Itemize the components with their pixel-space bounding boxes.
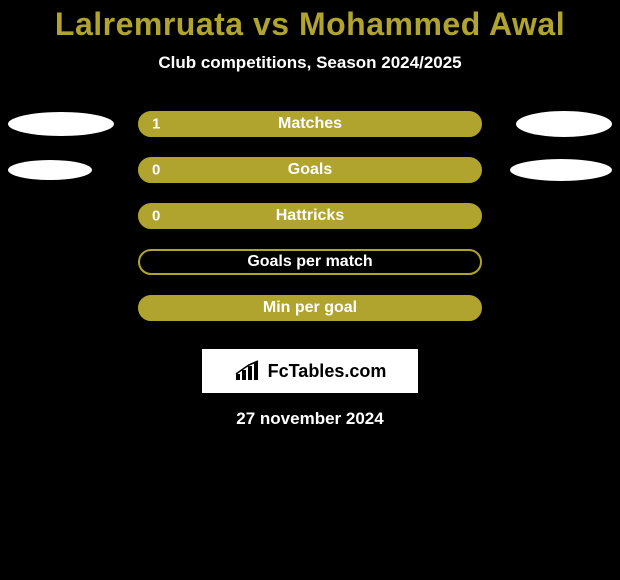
stat-row-min-per-goal: Min per goal — [0, 285, 620, 331]
left-ellipse-slot — [0, 160, 138, 180]
ellipse-left-icon — [8, 160, 92, 180]
stat-value-left: 0 — [152, 208, 160, 225]
right-ellipse-slot — [482, 159, 620, 181]
stat-bar: 1 Matches — [138, 111, 482, 137]
subtitle: Club competitions, Season 2024/2025 — [0, 53, 620, 73]
stat-bar: 0 Goals — [138, 157, 482, 183]
stat-row-goals-per-match: Goals per match — [0, 239, 620, 285]
title-vs: vs — [253, 6, 290, 42]
ellipse-right-icon — [510, 159, 612, 181]
stat-value-left: 1 — [152, 116, 160, 133]
stat-label: Hattricks — [276, 207, 344, 225]
bar-slot: 0 Hattricks — [138, 203, 482, 229]
stat-row-hattricks: 0 Hattricks — [0, 193, 620, 239]
title-player1: Lalremruata — [55, 6, 244, 42]
bar-slot: 0 Goals — [138, 157, 482, 183]
ellipse-right-icon — [516, 111, 612, 137]
stat-bar: Goals per match — [138, 249, 482, 275]
brand-box: FcTables.com — [202, 349, 418, 393]
stat-label: Min per goal — [263, 299, 357, 317]
stat-value-left: 0 — [152, 162, 160, 179]
date-line: 27 november 2024 — [0, 409, 620, 429]
bar-slot: Min per goal — [138, 295, 482, 321]
stat-row-goals: 0 Goals — [0, 147, 620, 193]
stat-label: Goals — [288, 161, 332, 179]
bar-slot: 1 Matches — [138, 111, 482, 137]
stat-row-matches: 1 Matches — [0, 101, 620, 147]
ellipse-left-icon — [8, 112, 114, 136]
bar-chart-icon — [234, 360, 262, 382]
title-player2: Mohammed Awal — [299, 6, 565, 42]
right-ellipse-slot — [482, 111, 620, 137]
stat-bar: Min per goal — [138, 295, 482, 321]
stat-label: Goals per match — [247, 253, 372, 271]
page-title: Lalremruata vs Mohammed Awal — [0, 0, 620, 43]
comparison-infographic: Lalremruata vs Mohammed Awal Club compet… — [0, 0, 620, 580]
left-ellipse-slot — [0, 112, 138, 136]
stat-rows: 1 Matches 0 Goals — [0, 101, 620, 331]
stat-label: Matches — [278, 115, 342, 133]
stat-bar: 0 Hattricks — [138, 203, 482, 229]
bar-slot: Goals per match — [138, 249, 482, 275]
brand-text: FcTables.com — [268, 361, 387, 382]
